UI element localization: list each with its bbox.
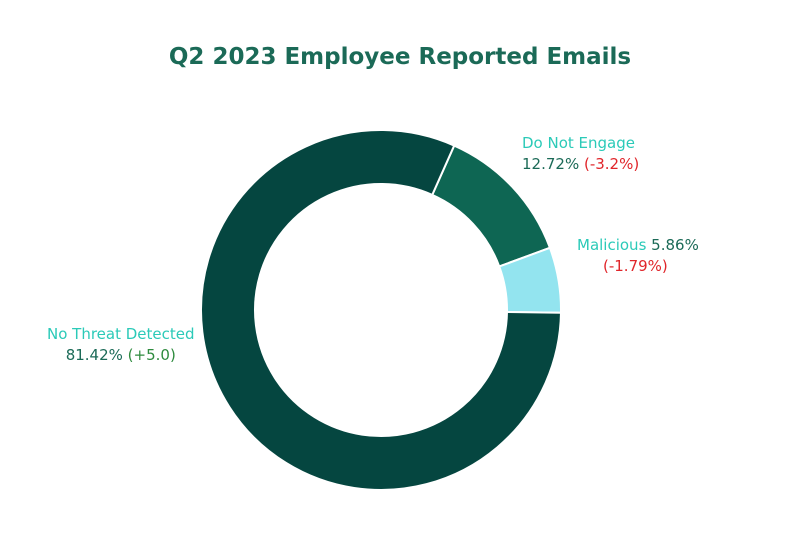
slice-value: 12.72% — [522, 155, 580, 173]
chart-title: Q2 2023 Employee Reported Emails — [168, 44, 632, 70]
slice-change: (-1.79%) — [603, 257, 668, 275]
slice-name: Do Not Engage — [522, 134, 635, 152]
slice-name: No Threat Detected — [47, 325, 195, 343]
slice-value: 5.86% — [651, 236, 699, 254]
slice-value: 81.42% — [65, 346, 123, 364]
slice-label-no-threat-detected: No Threat Detected 81.42% (+5.0) — [47, 324, 195, 366]
slice-name: Malicious — [577, 236, 647, 254]
slice-label-do-not-engage: Do Not Engage 12.72% (-3.2%) — [522, 133, 639, 175]
slice-change: (-3.2%) — [583, 155, 640, 173]
donut-slice-no-threat-detected — [200, 129, 562, 491]
slice-change: (+5.0) — [127, 346, 176, 364]
slice-label-malicious: Malicious 5.86% (-1.79%) — [577, 235, 699, 277]
